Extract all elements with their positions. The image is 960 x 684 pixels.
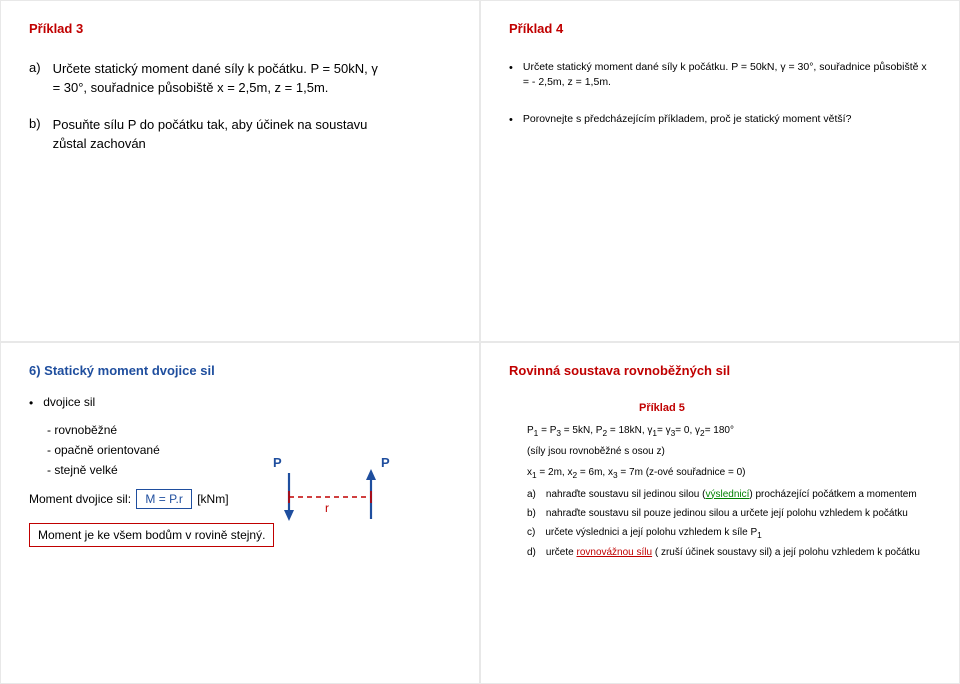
answer-text: nahraďte soustavu sil pouze jedinou silo…	[546, 506, 908, 521]
bullet-text: Porovnejte s předcházejícím příkladem, p…	[523, 112, 852, 130]
sub-item: - rovnoběžné	[47, 421, 451, 439]
answer-text: určete rovnovážnou sílu ( zruší účinek s…	[546, 545, 920, 560]
couple-diagram: P P r	[263, 455, 403, 535]
answer-tag: b)	[527, 506, 536, 521]
moment-formula-box: M = P.r	[136, 489, 191, 509]
label-p-left: P	[273, 455, 282, 470]
item-letter: a)	[29, 60, 41, 98]
answer-tag: d)	[527, 545, 536, 560]
label-p-right: P	[381, 455, 390, 470]
bullet-dot: •	[509, 60, 513, 90]
label-r: r	[325, 501, 329, 515]
answer-c: c) určete výslednici a její polohu vzhle…	[527, 525, 931, 541]
answer-text: nahraďte soustavu sil jedinou silou (výs…	[546, 487, 917, 502]
bullet-text: dvojice sil	[43, 394, 95, 413]
item-letter: b)	[29, 116, 41, 154]
slide-rovinna-soustava: Rovinná soustava rovnoběžných sil Příkla…	[480, 342, 960, 684]
item-text: Posuňte sílu P do počátku tak, aby účine…	[53, 116, 389, 154]
item-a: a) Určete statický moment dané síly k po…	[29, 60, 389, 98]
bullet-text: Určete statický moment dané síly k počát…	[523, 60, 931, 90]
bullet: • Porovnejte s předcházejícím příkladem,…	[509, 112, 931, 130]
bullet-dot: •	[29, 394, 33, 413]
param-line-2: (síly jsou rovnoběžné s osou z)	[527, 445, 931, 460]
slide-moment-dvojice: 6) Statický moment dvojice sil • dvojice…	[0, 342, 480, 684]
answer-text: určete výslednici a její polohu vzhledem…	[545, 525, 761, 541]
slide-title: Příklad 3	[29, 21, 451, 36]
bullet-dot: •	[509, 112, 513, 130]
bullet: • dvojice sil	[29, 394, 451, 413]
slide-title: 6) Statický moment dvojice sil	[29, 363, 451, 378]
answer-a: a) nahraďte soustavu sil jedinou silou (…	[527, 487, 931, 502]
moment-label: Moment dvojice sil:	[29, 492, 131, 506]
slide-title: Rovinná soustava rovnoběžných sil	[509, 363, 931, 378]
answer-list: a) nahraďte soustavu sil jedinou silou (…	[527, 487, 931, 560]
answer-d: d) určete rovnovážnou sílu ( zruší účine…	[527, 545, 931, 560]
answer-tag: a)	[527, 487, 536, 502]
slide-priklad-4: Příklad 4 • Určete statický moment dané …	[480, 0, 960, 342]
param-line-1: P1 = P3 = 5kN, P2 = 18kN, γ1= γ3= 0, γ2=…	[527, 424, 931, 439]
moment-unit: [kNm]	[197, 492, 228, 506]
item-b: b) Posuňte sílu P do počátku tak, aby úč…	[29, 116, 389, 154]
slide-subtitle: Příklad 5	[639, 402, 931, 414]
param-line-3: x1 = 2m, x2 = 6m, x3 = 7m (z-ové souřadn…	[527, 466, 931, 481]
answer-b: b) nahraďte soustavu sil pouze jedinou s…	[527, 506, 931, 521]
bullet: • Určete statický moment dané síly k poč…	[509, 60, 931, 90]
moment-note-box: Moment je ke všem bodům v rovině stejný.	[29, 523, 274, 547]
slide-priklad-3: Příklad 3 a) Určete statický moment dané…	[0, 0, 480, 342]
slide-title: Příklad 4	[509, 21, 931, 36]
item-text: Určete statický moment dané síly k počát…	[53, 60, 389, 98]
answer-tag: c)	[527, 525, 535, 541]
